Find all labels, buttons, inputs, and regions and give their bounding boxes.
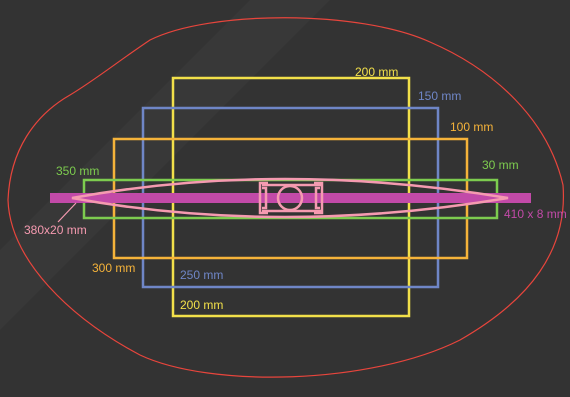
- green-left-label: 350 mm: [56, 164, 99, 178]
- yellow-bottom-label: 200 mm: [180, 298, 223, 312]
- orange-right-label: 100 mm: [450, 120, 493, 134]
- green-right-label: 30 mm: [482, 158, 519, 172]
- outer-outline: [7, 17, 565, 378]
- yellow-top-label: 200 mm: [355, 65, 398, 79]
- blue-bottom-label: 250 mm: [180, 268, 223, 282]
- background-diagonal-band: [0, 0, 330, 330]
- pink-lens-profile: [71, 177, 509, 219]
- magenta-bar: [50, 193, 531, 203]
- orange-left-label: 300 mm: [92, 261, 135, 275]
- magenta-bar-label: 410 x 8 mm: [504, 207, 567, 221]
- central-mechanism: [258, 181, 324, 215]
- pink-leader-line: [57, 202, 77, 223]
- pink-profile-label: 380x20 mm: [24, 223, 87, 237]
- blue-right-label: 150 mm: [418, 89, 461, 103]
